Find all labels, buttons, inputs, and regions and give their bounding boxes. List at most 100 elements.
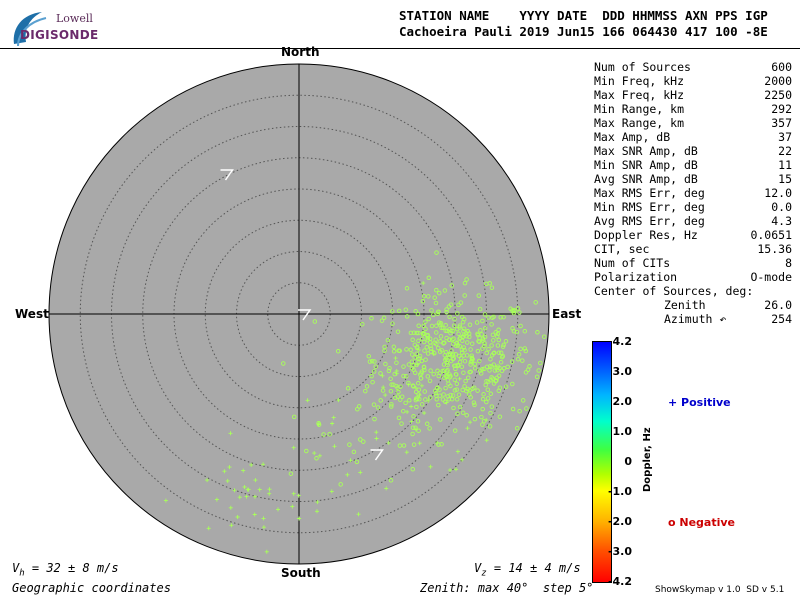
source-point	[434, 287, 439, 293]
source-point	[520, 398, 526, 403]
source-point	[456, 331, 461, 336]
source-point	[317, 453, 322, 458]
stat-value: 0.0	[771, 200, 792, 214]
source-point	[420, 336, 425, 342]
source-point	[489, 343, 494, 348]
source-point	[369, 358, 375, 364]
source-point	[495, 343, 501, 348]
source-point	[397, 443, 403, 448]
source-point	[232, 488, 237, 493]
source-point	[457, 404, 463, 410]
source-point	[253, 478, 258, 483]
colorbar-tick: 4.2	[612, 335, 633, 348]
source-point	[441, 341, 446, 346]
source-point	[476, 293, 482, 298]
source-point	[449, 283, 454, 288]
source-point	[345, 386, 351, 391]
compass-north: North	[281, 45, 320, 59]
stat-label: Doppler Res, Hz	[594, 228, 698, 242]
source-point	[514, 425, 520, 431]
source-point	[389, 382, 394, 387]
source-point	[496, 337, 502, 343]
source-point	[404, 286, 410, 291]
source-point	[374, 430, 379, 435]
source-point	[414, 386, 418, 391]
source-point	[487, 368, 492, 373]
stat-value: 2000	[764, 74, 792, 88]
source-point	[462, 384, 467, 389]
source-point	[397, 397, 403, 402]
source-point	[423, 397, 428, 402]
source-point	[484, 350, 489, 356]
source-point	[525, 367, 531, 373]
source-point	[406, 382, 411, 387]
source-point	[536, 368, 541, 373]
source-point	[535, 330, 540, 335]
source-point	[409, 359, 415, 364]
source-point	[394, 360, 399, 365]
source-point	[475, 348, 481, 354]
source-point	[448, 330, 453, 336]
source-point	[453, 371, 459, 377]
source-point	[242, 485, 247, 489]
source-point	[460, 457, 464, 462]
colorbar-label: Doppler, Hz	[642, 427, 653, 492]
source-point	[421, 323, 426, 329]
source-point	[481, 392, 486, 397]
source-point	[430, 348, 435, 353]
source-point	[520, 358, 525, 363]
source-point	[518, 346, 523, 352]
source-point	[389, 402, 394, 407]
source-point	[454, 397, 460, 402]
source-point	[505, 364, 510, 370]
source-point	[378, 398, 383, 403]
source-point	[431, 351, 436, 356]
drift-arrow-upper-left	[220, 169, 234, 181]
stat-value: 37	[778, 130, 792, 144]
source-point	[488, 410, 493, 416]
source-point	[456, 302, 461, 308]
source-point	[261, 462, 266, 467]
source-point	[338, 482, 343, 487]
source-point	[451, 323, 457, 328]
source-point	[489, 404, 495, 409]
source-point	[477, 368, 483, 373]
stat-row: Max RMS Err, deg 12.0	[594, 186, 792, 200]
source-point	[472, 402, 477, 408]
source-point	[465, 329, 471, 334]
source-point	[484, 364, 490, 370]
source-point	[364, 384, 370, 389]
source-point	[462, 293, 467, 298]
stat-value: 15	[778, 172, 792, 186]
source-point	[461, 328, 466, 334]
source-point	[485, 387, 491, 392]
stat-label: Polarization	[594, 270, 678, 284]
source-point	[443, 322, 448, 328]
stat-label: Avg SNR Amp, dB	[594, 172, 698, 186]
source-point	[335, 348, 341, 354]
vz-subscript: z	[481, 568, 487, 579]
source-point	[501, 342, 506, 348]
source-point	[434, 250, 439, 255]
source-point	[488, 356, 493, 362]
source-point	[455, 362, 460, 368]
colorbar-tick: 3.0	[612, 365, 633, 378]
source-point	[443, 349, 449, 355]
source-point	[451, 341, 456, 347]
source-point	[451, 405, 456, 411]
source-point	[363, 388, 368, 394]
source-point	[474, 320, 480, 325]
source-point	[414, 330, 419, 336]
source-point	[366, 353, 372, 359]
stat-value: 12.0	[764, 186, 792, 200]
drift-arrows	[220, 169, 384, 461]
source-point	[438, 339, 443, 344]
colorbar-tick: -1.0	[607, 485, 632, 498]
source-point	[488, 391, 494, 397]
source-point	[356, 512, 361, 517]
source-point	[444, 356, 449, 361]
zenith-scale: Zenith: max 40° step 5°	[420, 581, 594, 595]
source-point	[483, 382, 488, 388]
source-point	[457, 359, 463, 365]
source-point	[429, 323, 435, 329]
